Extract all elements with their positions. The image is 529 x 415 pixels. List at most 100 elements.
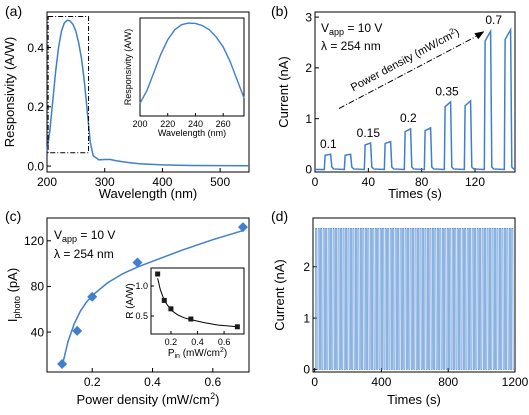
panel-c-inset-point — [188, 316, 194, 322]
vapp-subscript: app — [329, 27, 344, 37]
panel-c-ylabel-part: (pA) — [5, 268, 20, 296]
panel-c-inset-point — [155, 271, 161, 277]
panel-b-xtick-label: 0 — [312, 175, 319, 189]
panel-a-inset-xlabel: Wavelength (nm) — [158, 128, 226, 138]
panel-d-ylabel: Current (nA) — [272, 259, 287, 331]
panel-a-xlabel: Wavelength (nm) — [99, 186, 198, 201]
panel-c-inset-ytick-label: 1.0 — [135, 281, 148, 291]
panel-b-xtick-label: 120 — [465, 175, 485, 189]
panel-b-ytick-label: 1 — [305, 112, 312, 126]
panel-a: (a) 200 300 400 500 0.0 0.2 0.4 Wavelength (nm) R… — [2, 3, 250, 201]
panel-b-pulse-label: 0.7 — [485, 13, 502, 27]
panel-c-inset-xlabel-part: (mW/cm — [180, 348, 220, 359]
panel-b-pulse-label: 0.15 — [357, 126, 381, 140]
panel-a-ytick-label: 0.0 — [27, 159, 44, 173]
panel-c-inset-xtick-label: 0.4 — [191, 337, 204, 347]
panel-c-data-point — [132, 257, 143, 268]
panel-c-wavelength-text: λ = 254 nm — [54, 247, 114, 261]
panel-a-series-line — [46, 19, 250, 167]
panel-b-ytick-label: 3 — [305, 10, 312, 24]
vapp-v: V — [321, 21, 329, 35]
panel-d-ytick-label: 2 — [303, 260, 310, 274]
panel-c-tag: (c) — [5, 208, 21, 224]
panel-b-axes — [314, 11, 516, 173]
panel-a-axes — [46, 11, 250, 173]
panel-a-inset-xtick-label: 200 — [132, 119, 147, 129]
panel-a-xtick-label: 300 — [95, 175, 115, 189]
panel-b-arrow-line — [338, 35, 477, 109]
panel-d-xlabel: Times (s) — [387, 392, 441, 407]
panel-b-xlabel: Times (s) — [388, 186, 442, 201]
panel-c-inset-ylabel: R (A/W) — [125, 283, 136, 319]
panel-c-data-point — [87, 291, 98, 302]
panel-d-xtick-label: 1200 — [502, 375, 529, 389]
panel-c-inset-ytick-label: 0.5 — [135, 311, 148, 321]
panel-b-arrow-head — [474, 31, 485, 40]
panel-a-inset-xtick-label: 220 — [160, 119, 175, 129]
panel-d-cycling-trace — [315, 227, 515, 370]
panel-b-ytick-label: 2 — [305, 61, 312, 75]
panel-b-wavelength-text: λ = 254 nm — [321, 39, 381, 53]
panel-d-axes — [312, 217, 516, 373]
panel-b-xtick-label: 40 — [362, 175, 376, 189]
panel-a-inset-axes — [139, 17, 245, 117]
panel-c-inset-point — [234, 324, 240, 330]
panel-c-data-point — [72, 325, 83, 336]
panel-b-pulse-label: 0.35 — [435, 84, 459, 98]
panel-c-ytick-label: 80 — [31, 280, 45, 294]
panel-c-inset-xlabel-part: in — [174, 353, 180, 360]
panel-c-xlabel-part: Power density (mW/cm — [77, 392, 211, 407]
power-density-close: ) — [453, 27, 462, 39]
panel-c-ytick-label: 40 — [31, 325, 45, 339]
panel-a-xtick-label: 200 — [37, 175, 57, 189]
panel-d-ytick-label: 1 — [303, 311, 310, 325]
panel-a-inset-xtick-label: 260 — [216, 119, 231, 129]
panel-c-inset-point — [168, 306, 174, 312]
panel-b-ytick-label: 0 — [305, 163, 312, 177]
panel-d-xtick-label: 0 — [311, 375, 318, 389]
vapp-value: = 10 V — [344, 21, 382, 35]
panel-b-vapp-text: Vapp = 10 V — [321, 21, 382, 37]
panel-c-inset-xlabel: Pin (mW/cm2) — [168, 347, 227, 360]
panel-c-fit-curve — [61, 229, 244, 367]
panel-a-inset-xtick-label: 240 — [188, 119, 203, 129]
panel-a-ylabel: Responsivity (A/W) — [2, 37, 17, 148]
panel-b-pulse-label: 0.2 — [400, 111, 417, 125]
panel-c-vapp-part: V — [54, 228, 62, 242]
panel-d-tag: (d) — [271, 208, 288, 224]
panel-c-inset-xlabel-part: P — [168, 348, 175, 359]
panel-c-vapp-part: = 10 V — [77, 228, 115, 242]
panel-d-xtick-label: 800 — [438, 375, 458, 389]
panel-c-ylabel-part: I — [5, 319, 20, 323]
panel-a-xtick-label: 500 — [210, 175, 230, 189]
panel-a-ytick-label: 0.2 — [27, 100, 44, 114]
panel-c-inset-point — [161, 297, 167, 303]
panel-c-xlabel: Power density (mW/cm2) — [77, 391, 220, 407]
panel-c-ytick-label: 120 — [24, 234, 44, 248]
panel-c-xlabel-part: ) — [215, 392, 219, 407]
panel-c-xlabel-part: 2 — [210, 391, 215, 401]
panel-c-data-point — [237, 222, 248, 233]
panel-c-inset: 0.2 0.4 0.6 0.5 1.0 Pin (mW/cm2) R (A/W) — [125, 267, 245, 360]
panel-c-ylabel: Iphoto (pA) — [5, 268, 22, 322]
panel-c-data-point — [57, 359, 68, 370]
panel-c-inset-xtick-label: 0.6 — [218, 337, 231, 347]
panel-b-current-trace — [315, 26, 516, 171]
panel-b-pulse-label: 0.1 — [320, 137, 337, 151]
panel-c-inset-xlabel-part: ) — [224, 348, 227, 359]
panel-a-inset-ylabel: Responsivity (A/W) — [123, 29, 133, 106]
panel-a-zoom-box — [47, 15, 90, 154]
panel-b-tag: (b) — [271, 3, 288, 19]
panel-c-ylabel-part: photo — [12, 296, 22, 319]
panel-d-ytick-label: 0 — [303, 363, 310, 377]
panel-a-ytick-label: 0.4 — [27, 41, 44, 55]
panel-a-xtick-label: 400 — [152, 175, 172, 189]
panel-c: (c) 0.2 0.4 0.6 40 80 120 Vapp = 10 V λ = 254 nm… — [5, 208, 250, 407]
power-density-sup: 2 — [448, 26, 457, 36]
panel-c-inset-xlabel-part: 2 — [220, 347, 224, 354]
panel-c-xtick-label: 0.2 — [84, 375, 101, 389]
panel-d-xtick-label: 400 — [371, 375, 391, 389]
panel-d: (d) 0 400 800 1200 0 1 2 Times (s) Current (nA) — [271, 208, 529, 407]
panel-c-vapp-text: Vapp = 10 V — [54, 228, 115, 244]
